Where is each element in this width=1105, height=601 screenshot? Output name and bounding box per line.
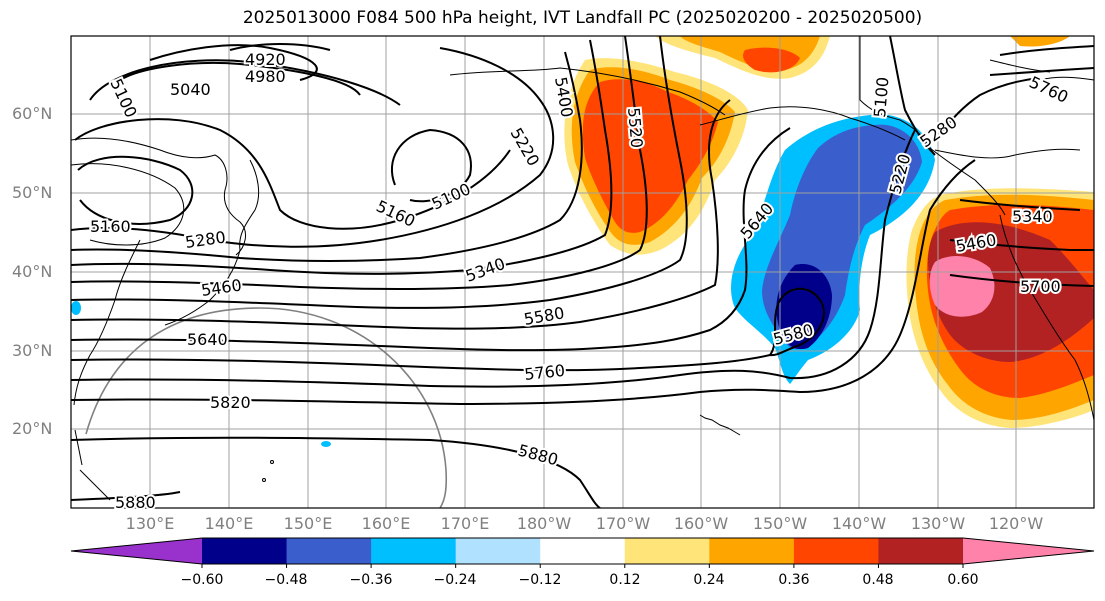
colorbar-cell	[709, 538, 795, 564]
colorbar-tick-label: −0.60	[180, 572, 224, 588]
lon-label: 130°E	[125, 514, 175, 533]
contour-label: 5880	[115, 493, 156, 512]
colorbar-tick-label: 0.48	[862, 572, 894, 588]
colorbar-tick-label: −0.48	[264, 572, 308, 588]
lat-label: 20°N	[12, 419, 53, 438]
contour-label: 5640	[187, 330, 228, 349]
lon-label: 140°E	[204, 514, 254, 533]
ivt-negative-gulf	[731, 114, 935, 384]
colorbar	[70, 537, 1095, 568]
lon-label: 170°E	[440, 514, 490, 533]
lon-label: 160°W	[673, 514, 729, 533]
lat-label: 50°N	[12, 183, 53, 202]
landfall-region-circle	[85, 307, 448, 508]
ivt-positive-westcoast	[906, 188, 1094, 428]
colorbar-cell	[455, 538, 541, 564]
colorbar-tick-label: −0.36	[349, 572, 393, 588]
colorbar-cell	[540, 538, 626, 564]
contour-label: 5820	[210, 393, 251, 412]
lon-label: 180°W	[516, 514, 572, 533]
lat-label: 40°N	[12, 262, 53, 281]
contour-label: 5040	[170, 80, 211, 99]
height-contours	[71, 36, 1094, 508]
lon-label: 170°W	[595, 514, 651, 533]
ivt-positive-north	[655, 36, 830, 79]
contour-label: 5160	[90, 217, 131, 236]
colorbar-tick-label: −0.12	[518, 572, 562, 588]
colorbar-tick-label: 0.24	[693, 572, 725, 588]
contour-label: 5340	[1012, 207, 1053, 226]
lon-label: 150°W	[752, 514, 808, 533]
lat-label: 30°N	[12, 341, 53, 360]
colorbar-cell	[793, 538, 879, 564]
map-title: 2025013000 F084 500 hPa height, IVT Land…	[242, 8, 923, 28]
lon-label: 120°W	[988, 514, 1044, 533]
colorbar-cell	[286, 538, 372, 564]
colorbar-extend-low	[71, 538, 202, 564]
colorbar-tick-label: 0.36	[778, 572, 810, 588]
colorbar-cell	[878, 538, 964, 564]
colorbar-tick-label: −0.24	[433, 572, 477, 588]
ivt-positive-northeast	[1010, 36, 1070, 47]
colorbar-cell	[202, 538, 288, 564]
lat-label: 60°N	[12, 104, 53, 123]
lon-label: 160°E	[361, 514, 411, 533]
colorbar-tick-label: 0.12	[609, 572, 641, 588]
lon-label: 130°W	[910, 514, 966, 533]
contour-label: 4980	[245, 67, 286, 86]
colorbar-cell	[624, 538, 710, 564]
map-frame	[70, 35, 1095, 509]
graticule	[71, 36, 1094, 508]
contour-label: 4920	[245, 50, 286, 69]
lon-label: 150°E	[283, 514, 333, 533]
colorbar-tick-label: 0.60	[947, 572, 979, 588]
contour-label: 5100	[870, 76, 892, 118]
coastlines	[71, 36, 1094, 421]
contour-label: 5520	[624, 107, 646, 149]
colorbar-extend-high	[963, 538, 1094, 564]
colorbar-cell	[371, 538, 457, 564]
contour-label: 5700	[1020, 277, 1061, 296]
lon-label: 140°W	[831, 514, 887, 533]
